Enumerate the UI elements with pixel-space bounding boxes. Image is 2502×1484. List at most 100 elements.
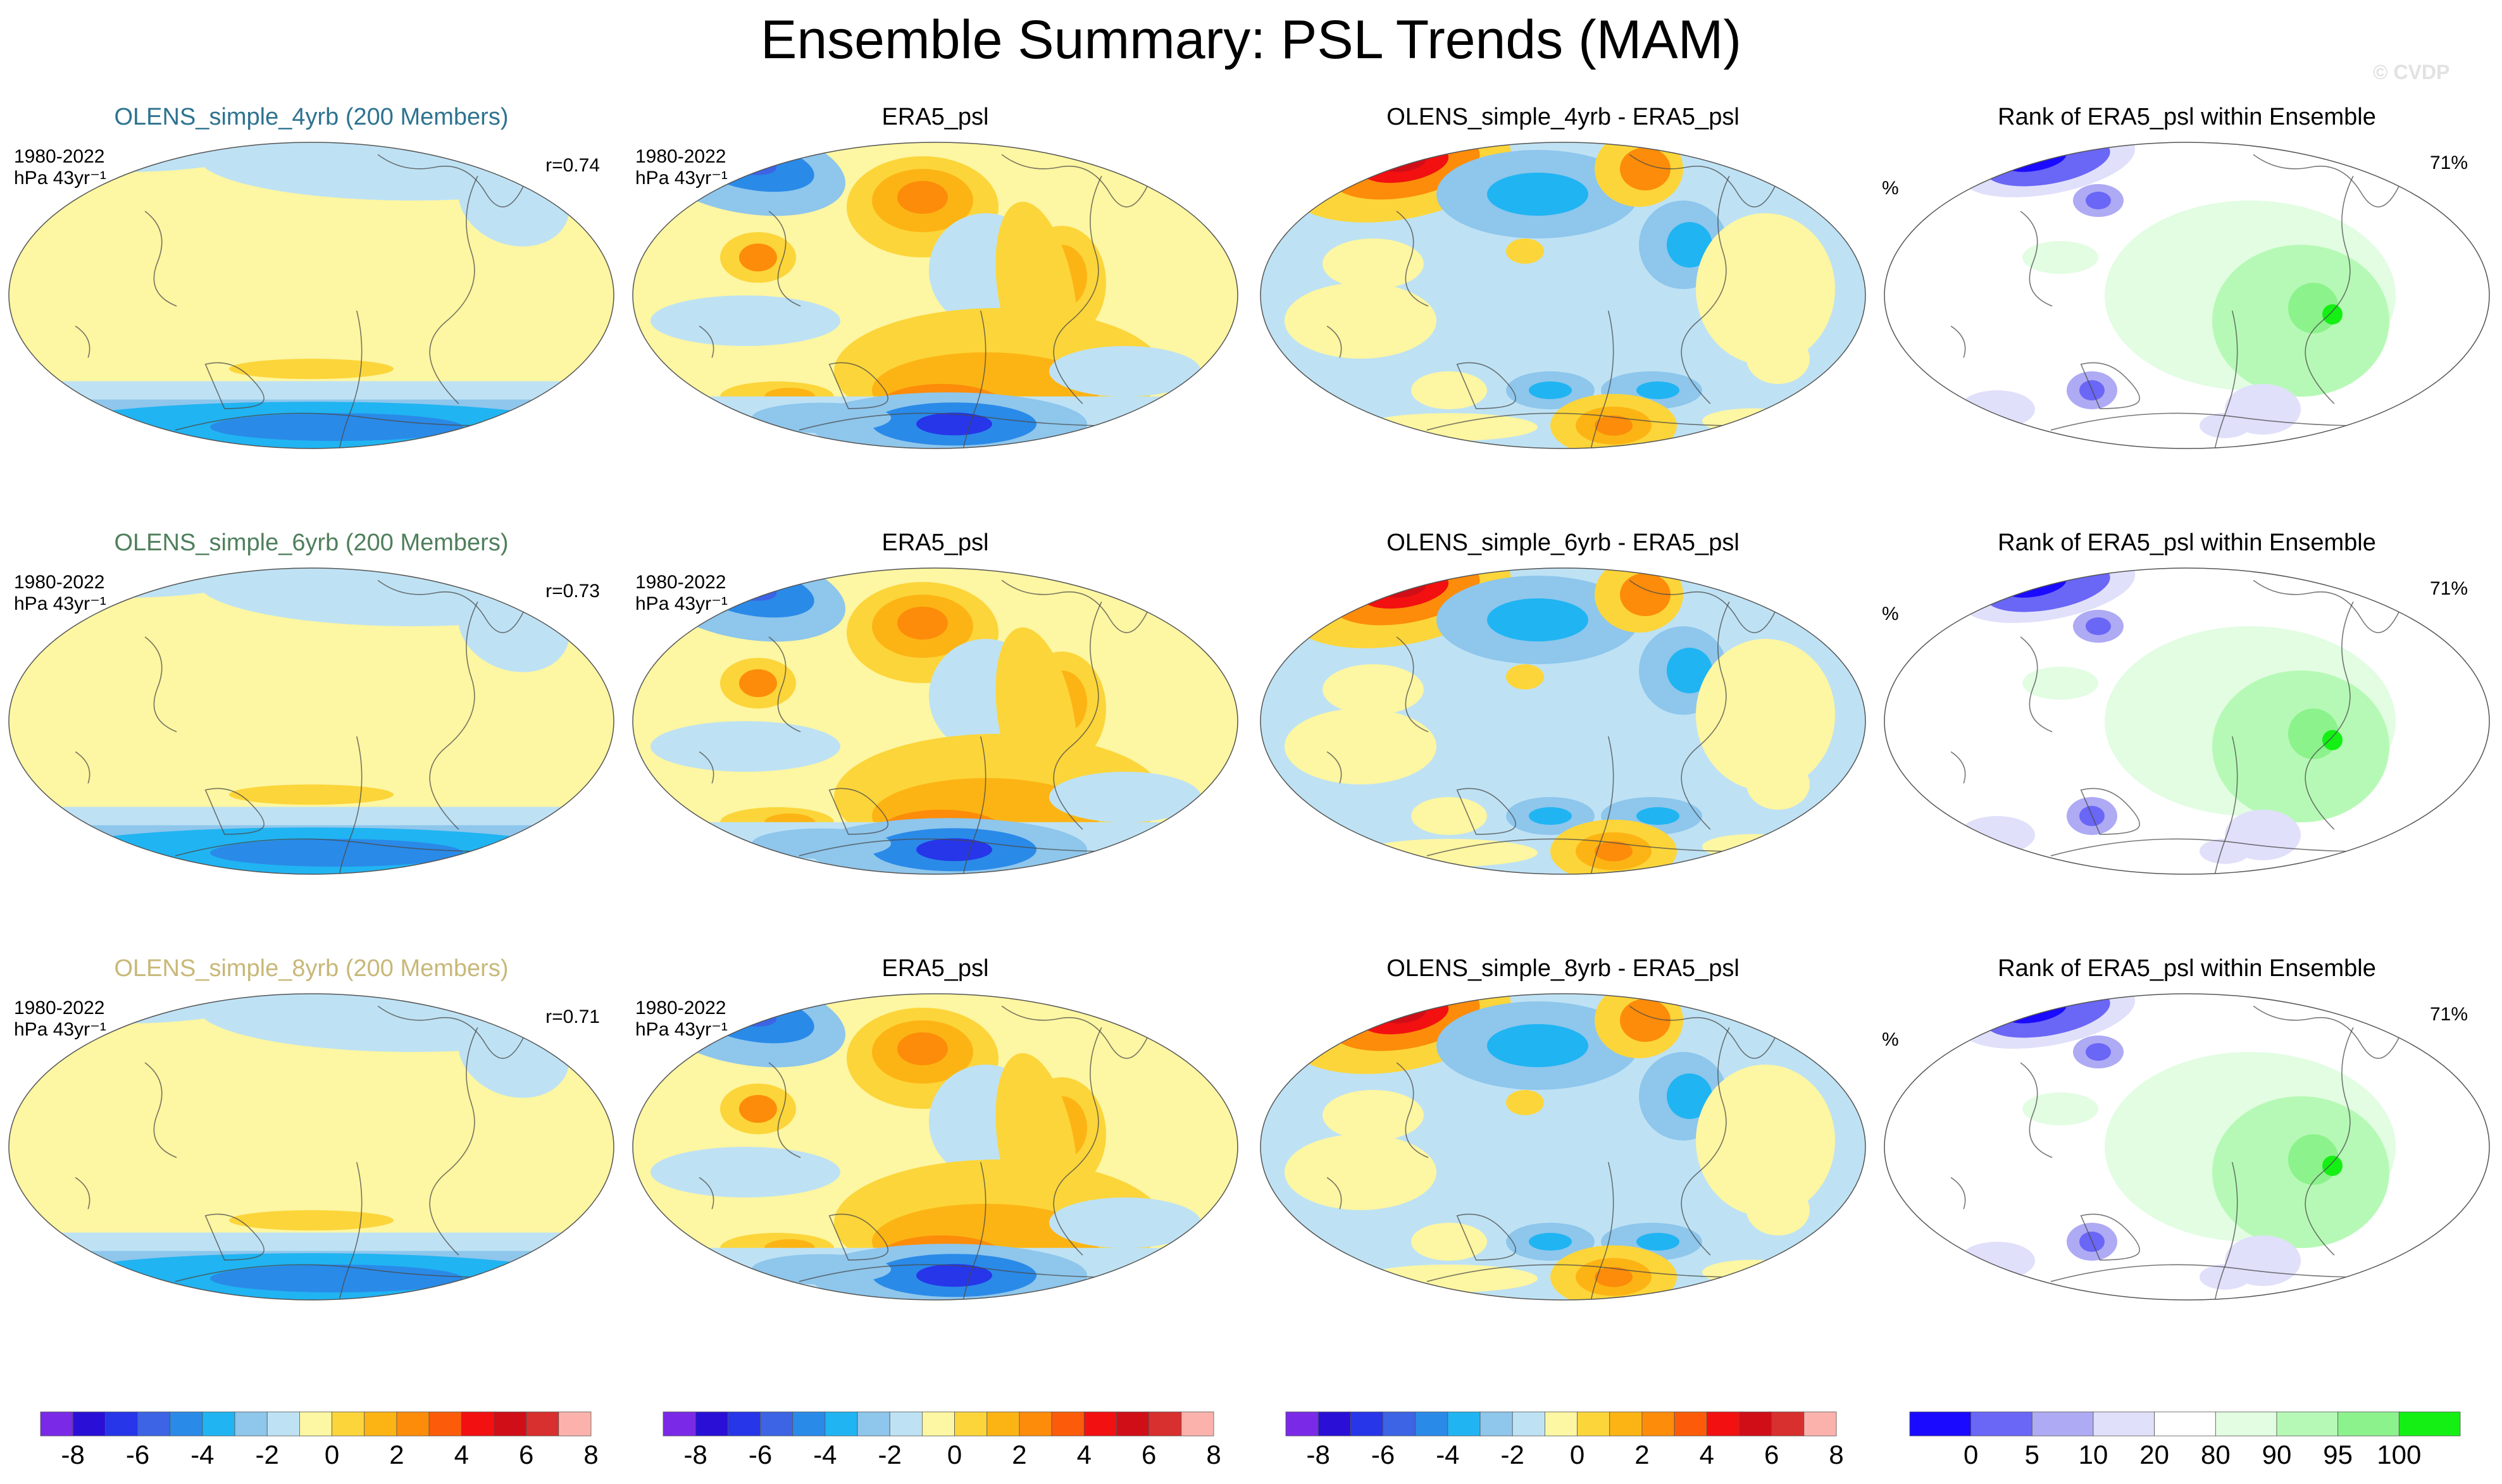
colorbar-swatch bbox=[428, 1411, 462, 1437]
contour-blob bbox=[739, 244, 777, 271]
contour-blob bbox=[2200, 838, 2250, 864]
coastline bbox=[1456, 362, 1516, 409]
colorbar-swatch bbox=[1609, 1411, 1643, 1437]
contour-blob bbox=[752, 402, 891, 433]
contour-blob bbox=[1487, 598, 1588, 641]
colorbar-swatch bbox=[1479, 1411, 1513, 1437]
colorbar-tick-label: -8 bbox=[61, 1440, 84, 1469]
contour-blob bbox=[2086, 192, 2111, 209]
colorbar-swatch bbox=[922, 1411, 955, 1437]
contour-blob bbox=[897, 181, 948, 214]
coastline bbox=[1629, 1005, 1776, 1059]
coastline bbox=[2080, 362, 2140, 409]
contour-blob bbox=[2086, 1043, 2111, 1061]
contour-blob bbox=[1285, 708, 1436, 784]
map-outline bbox=[1884, 142, 2490, 449]
colorbar-tick-label: -6 bbox=[1371, 1440, 1395, 1469]
colorbar-swatch bbox=[1706, 1411, 1740, 1437]
colorbar-tick-label: 0 bbox=[947, 1440, 962, 1469]
coastline bbox=[204, 362, 265, 409]
coastline bbox=[2020, 636, 2053, 733]
contour-blob bbox=[210, 839, 463, 867]
contour-blob bbox=[1049, 346, 1201, 397]
model-panel-title: OLENS_simple_4yrb (200 Members) bbox=[114, 104, 508, 130]
colorbar-tick-label: -6 bbox=[126, 1440, 149, 1469]
period-label: 1980-2022 bbox=[14, 572, 104, 593]
contour-blob bbox=[210, 413, 463, 442]
colorbar-swatch bbox=[137, 1411, 171, 1437]
colorbar-swatch bbox=[1447, 1411, 1481, 1437]
contour-blob bbox=[1323, 238, 1424, 289]
coastline bbox=[1001, 154, 1148, 207]
contour-blob bbox=[1746, 1185, 1810, 1235]
colorbar-swatch bbox=[2276, 1411, 2339, 1437]
contour-blob bbox=[650, 295, 840, 346]
contour-blob bbox=[1959, 816, 2035, 854]
coastline bbox=[429, 601, 478, 830]
coastline bbox=[1456, 1213, 1516, 1261]
coastline bbox=[377, 579, 524, 633]
rank-percent-label: 71% bbox=[2430, 1004, 2468, 1025]
contour-blob bbox=[1595, 1266, 1633, 1287]
coastline bbox=[2211, 736, 2238, 874]
colorbar-tick-label: 6 bbox=[1142, 1440, 1156, 1469]
contour-blob bbox=[2111, 715, 2187, 753]
contour-blob bbox=[1323, 664, 1424, 715]
colorbar-swatch bbox=[494, 1411, 527, 1437]
contour-blob bbox=[1702, 834, 1803, 860]
colorbar-swatch bbox=[1545, 1411, 1578, 1437]
coastline bbox=[828, 1213, 888, 1261]
coastline bbox=[335, 736, 363, 874]
contour-blob bbox=[1702, 408, 1803, 434]
colorbar-tick-label: 80 bbox=[2201, 1440, 2231, 1469]
coastline bbox=[1681, 175, 1730, 404]
contour-blob bbox=[2111, 1141, 2187, 1178]
contour-blob bbox=[1506, 1090, 1544, 1115]
colorbar-tick-label: 95 bbox=[2323, 1440, 2353, 1469]
obs-panel-title: ERA5_psl bbox=[882, 529, 989, 556]
rank-panel-title: Rank of ERA5_psl within Ensemble bbox=[1998, 955, 2376, 982]
coastline bbox=[204, 1213, 265, 1261]
colorbar-swatch bbox=[266, 1411, 300, 1437]
coastline bbox=[959, 1162, 986, 1300]
colorbar-swatch bbox=[1116, 1411, 1150, 1437]
coastline bbox=[768, 211, 801, 307]
colorbar-swatch bbox=[1285, 1411, 1319, 1437]
contour-blob bbox=[916, 1264, 992, 1287]
rank-unit-label: % bbox=[1882, 1029, 1899, 1050]
contour-blob bbox=[1620, 999, 1671, 1042]
colorbar-swatch bbox=[1051, 1411, 1085, 1437]
colorbar-swatch bbox=[857, 1411, 890, 1437]
contour-blob bbox=[1620, 573, 1671, 616]
map-outline bbox=[1884, 567, 2490, 875]
model-panel-title: OLENS_simple_8yrb (200 Members) bbox=[114, 955, 508, 982]
colorbar-swatch bbox=[1739, 1411, 1772, 1437]
contour-blob bbox=[1636, 807, 1679, 825]
colorbar-swatch bbox=[2093, 1411, 2155, 1437]
contour-blob bbox=[1411, 371, 1487, 409]
coastline bbox=[1053, 1027, 1102, 1256]
colorbar-swatch bbox=[1181, 1411, 1214, 1437]
units-label: hPa 43yr⁻¹ bbox=[635, 168, 728, 189]
colorbar-swatch bbox=[332, 1411, 365, 1437]
period-label: 1980-2022 bbox=[635, 146, 726, 167]
contour-blob bbox=[1620, 147, 1671, 190]
colorbar-swatch bbox=[663, 1411, 696, 1437]
contour-blob bbox=[2086, 617, 2111, 635]
coastline bbox=[144, 211, 177, 307]
map-panel bbox=[1260, 142, 1865, 448]
pattern-correlation-label: r=0.73 bbox=[545, 581, 600, 602]
colorbar-swatch bbox=[1019, 1411, 1052, 1437]
coastline bbox=[1587, 736, 1614, 874]
colorbar-swatch bbox=[558, 1411, 592, 1437]
colorbar-tick-label: 6 bbox=[1764, 1440, 1779, 1469]
colorbar-swatch bbox=[1512, 1411, 1545, 1437]
colorbar-swatch bbox=[1317, 1411, 1351, 1437]
rank-panel-title: Rank of ERA5_psl within Ensemble bbox=[1998, 104, 2376, 130]
units-label: hPa 43yr⁻¹ bbox=[635, 593, 728, 614]
contour-blob bbox=[2022, 241, 2098, 274]
coastline bbox=[2020, 1062, 2053, 1158]
coastline bbox=[204, 788, 265, 835]
colorbar-swatch bbox=[825, 1411, 858, 1437]
coastline bbox=[1587, 1162, 1614, 1300]
